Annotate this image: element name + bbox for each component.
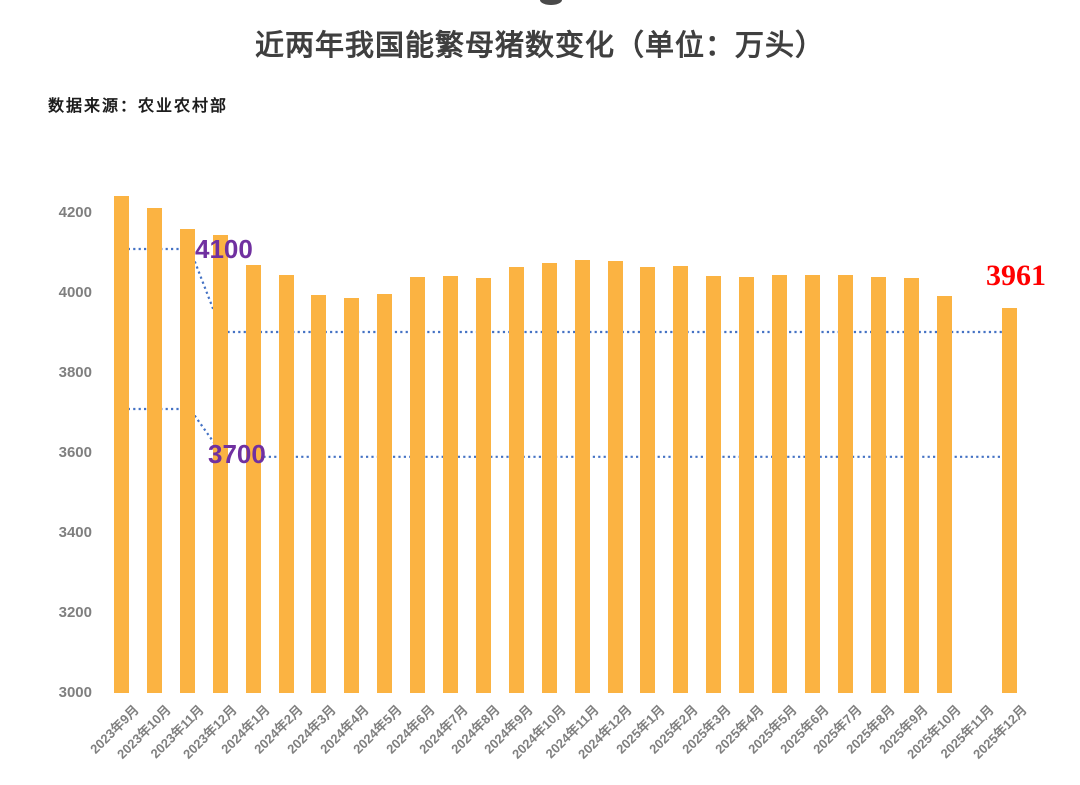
y-tick-label: 3600 xyxy=(58,444,92,461)
annotation-3961: 3961 xyxy=(986,259,1046,292)
bar-2024年7月 xyxy=(443,275,458,693)
bar-2024年1月 xyxy=(246,265,261,693)
bar-2025年2月 xyxy=(673,265,688,693)
bar-2025年8月 xyxy=(871,276,886,693)
annotation-4100: 4100 xyxy=(195,234,253,264)
bar-2025年9月 xyxy=(904,278,919,693)
bar-2023年11月 xyxy=(180,228,195,693)
y-tick-label: 3000 xyxy=(58,684,92,701)
bar-2025年4月 xyxy=(739,276,754,693)
bar-2025年6月 xyxy=(805,274,820,693)
bar-2024年8月 xyxy=(476,277,491,693)
bar-2024年5月 xyxy=(377,293,392,693)
bar-2024年10月 xyxy=(542,262,557,693)
bar-2025年3月 xyxy=(706,276,721,693)
bar-2024年6月 xyxy=(410,276,425,693)
bar-2023年10月 xyxy=(147,208,162,693)
bar-2024年12月 xyxy=(608,260,623,693)
bar-2024年9月 xyxy=(509,267,524,693)
chart-title: 近两年我国能繁母猪数变化（单位：万头） xyxy=(254,30,825,62)
bar-2023年12月 xyxy=(213,235,228,693)
bar-2025年10月 xyxy=(937,296,952,693)
bar-2024年11月 xyxy=(575,260,590,693)
y-tick-label: 3400 xyxy=(58,524,92,541)
y-tick-label: 4200 xyxy=(58,204,92,221)
data-source-label: 数据来源：农业农村部 xyxy=(48,98,229,115)
bar-2025年7月 xyxy=(838,275,853,693)
y-tick-label: 3200 xyxy=(58,604,92,621)
annotation-3700: 3700 xyxy=(208,439,266,469)
y-tick-label: 3800 xyxy=(58,364,92,381)
bar-2024年2月 xyxy=(279,275,294,693)
bar-2024年4月 xyxy=(344,297,359,693)
y-tick-label: 4000 xyxy=(58,284,92,301)
bar-2024年3月 xyxy=(311,295,326,693)
bar-2025年1月 xyxy=(640,267,655,693)
cropped-text-fragment xyxy=(540,0,562,5)
bar-2023年9月 xyxy=(114,196,129,693)
bar-2025年12月 xyxy=(1002,307,1017,693)
bar-2025年5月 xyxy=(772,275,787,693)
